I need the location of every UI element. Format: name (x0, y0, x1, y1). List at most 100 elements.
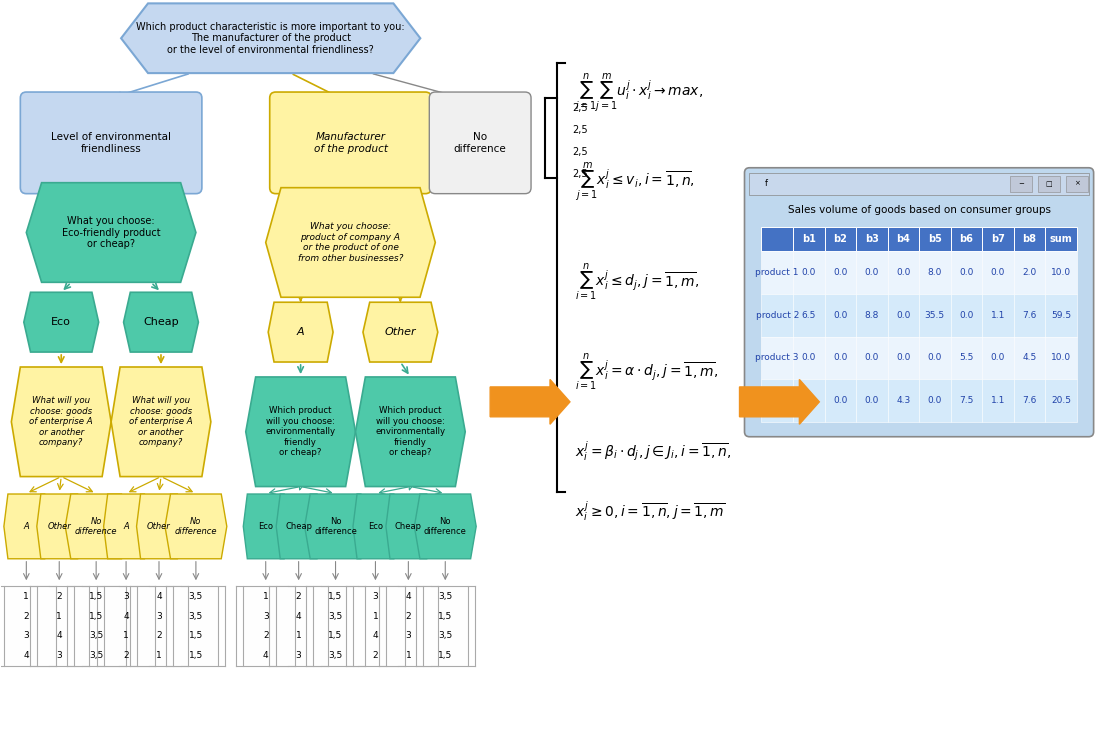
FancyBboxPatch shape (745, 168, 1093, 437)
Text: 3,5: 3,5 (438, 632, 452, 640)
Text: 7.5: 7.5 (959, 396, 974, 405)
Text: 8.8: 8.8 (865, 311, 879, 320)
Bar (920, 337, 950, 379)
Text: product 1: product 1 (756, 268, 799, 277)
Text: 59.5: 59.5 (1050, 311, 1071, 320)
Text: 0.0: 0.0 (927, 396, 942, 405)
Text: 4: 4 (56, 632, 62, 640)
Text: 5.5: 5.5 (959, 354, 974, 362)
Text: 3: 3 (23, 632, 30, 640)
Text: 1: 1 (263, 591, 268, 601)
Polygon shape (24, 292, 99, 352)
Bar (1010, 176, 1032, 192)
Bar (761, 337, 793, 379)
Bar (36, 586, 81, 666)
Bar (793, 379, 825, 422)
Text: 3: 3 (156, 611, 162, 621)
Text: 1.1: 1.1 (991, 396, 1005, 405)
Text: 3,5: 3,5 (89, 651, 103, 660)
Bar (243, 586, 288, 666)
Text: 3: 3 (123, 591, 129, 601)
Polygon shape (363, 302, 438, 362)
Text: $\sum_{i=1}^{n}x_{i}^{j}\leq d_{j},j=\overline{1,m},$: $\sum_{i=1}^{n}x_{i}^{j}\leq d_{j},j=\ov… (575, 261, 700, 303)
Text: 2: 2 (23, 611, 29, 621)
Text: Eco: Eco (258, 522, 273, 531)
Text: 0.0: 0.0 (927, 354, 942, 362)
Text: 2: 2 (156, 632, 162, 640)
Bar (422, 586, 468, 666)
Text: Other: Other (147, 522, 170, 531)
Bar (1013, 251, 1045, 294)
Text: What you choose:
Eco-friendly product
or cheap?: What you choose: Eco-friendly product or… (62, 216, 161, 249)
Text: 0.0: 0.0 (865, 396, 879, 405)
Text: 3,5: 3,5 (89, 632, 103, 640)
Polygon shape (65, 494, 128, 559)
Text: 0.0: 0.0 (833, 396, 847, 405)
Bar (950, 337, 982, 379)
Bar (136, 586, 182, 666)
Bar (920, 379, 950, 422)
Bar (950, 251, 982, 294)
Text: 2,5: 2,5 (572, 147, 587, 157)
Bar (74, 586, 119, 666)
Text: $\sum_{i=1}^{n}x_{i}^{j}=\alpha\cdot d_{j},j=\overline{1,m},$: $\sum_{i=1}^{n}x_{i}^{j}=\alpha\cdot d_{… (575, 351, 718, 392)
Text: Manufacturer
of the product: Manufacturer of the product (314, 132, 387, 154)
Text: 1,5: 1,5 (329, 591, 343, 601)
Bar (1045, 226, 1077, 251)
Text: 3,5: 3,5 (438, 591, 452, 601)
Bar (950, 226, 982, 251)
Text: 2,5: 2,5 (572, 103, 587, 113)
Text: 3,5: 3,5 (189, 591, 204, 601)
Polygon shape (4, 494, 48, 559)
Text: 1,5: 1,5 (438, 651, 452, 660)
Text: 0.0: 0.0 (802, 268, 816, 277)
Text: 3: 3 (56, 651, 62, 660)
Bar (1045, 337, 1077, 379)
Text: 1: 1 (406, 651, 411, 660)
Polygon shape (36, 494, 81, 559)
Text: b3: b3 (865, 234, 879, 244)
Bar (856, 337, 888, 379)
Text: 7.6: 7.6 (1022, 396, 1036, 405)
Bar (1013, 294, 1045, 337)
Text: b5: b5 (928, 234, 942, 244)
Text: A: A (123, 522, 129, 531)
Text: product 4: product 4 (756, 396, 799, 405)
Text: 1,5: 1,5 (89, 591, 103, 601)
Bar (4, 586, 48, 666)
Bar (1013, 226, 1045, 251)
Text: 1: 1 (296, 632, 301, 640)
Text: No
difference: No difference (454, 132, 507, 154)
Text: $x_{i}^{j}=\beta_{i}\cdot d_{j},j\in J_{i},i=\overline{1,n},$: $x_{i}^{j}=\beta_{i}\cdot d_{j},j\in J_{… (575, 440, 732, 464)
Text: 1,5: 1,5 (438, 611, 452, 621)
Bar (888, 337, 920, 379)
Bar (982, 251, 1013, 294)
Bar (314, 586, 358, 666)
Bar (982, 294, 1013, 337)
Text: 0.0: 0.0 (896, 268, 911, 277)
Text: 35.5: 35.5 (925, 311, 945, 320)
Text: 2.0: 2.0 (1022, 268, 1036, 277)
Bar (1045, 294, 1077, 337)
Text: 2: 2 (373, 651, 378, 660)
Text: Eco: Eco (367, 522, 383, 531)
Text: 1: 1 (123, 632, 129, 640)
Text: −: − (1018, 181, 1024, 187)
Bar (761, 226, 793, 251)
Bar (761, 294, 793, 337)
Text: Which product characteristic is more important to you:
The manufacturer of the p: Which product characteristic is more imp… (136, 22, 405, 55)
Text: 3: 3 (406, 632, 411, 640)
Polygon shape (11, 367, 111, 477)
FancyArrow shape (491, 379, 570, 425)
Polygon shape (123, 292, 198, 352)
Text: 0.0: 0.0 (833, 268, 847, 277)
Text: 1,5: 1,5 (329, 632, 343, 640)
Bar (793, 226, 825, 251)
Text: What you choose:
product of company A
or the product of one
from other businesse: What you choose: product of company A or… (298, 223, 404, 263)
Polygon shape (245, 377, 355, 487)
Text: 3,5: 3,5 (189, 611, 204, 621)
Bar (386, 586, 431, 666)
Text: 4: 4 (373, 632, 378, 640)
Text: Eco: Eco (52, 317, 72, 327)
Polygon shape (165, 494, 227, 559)
